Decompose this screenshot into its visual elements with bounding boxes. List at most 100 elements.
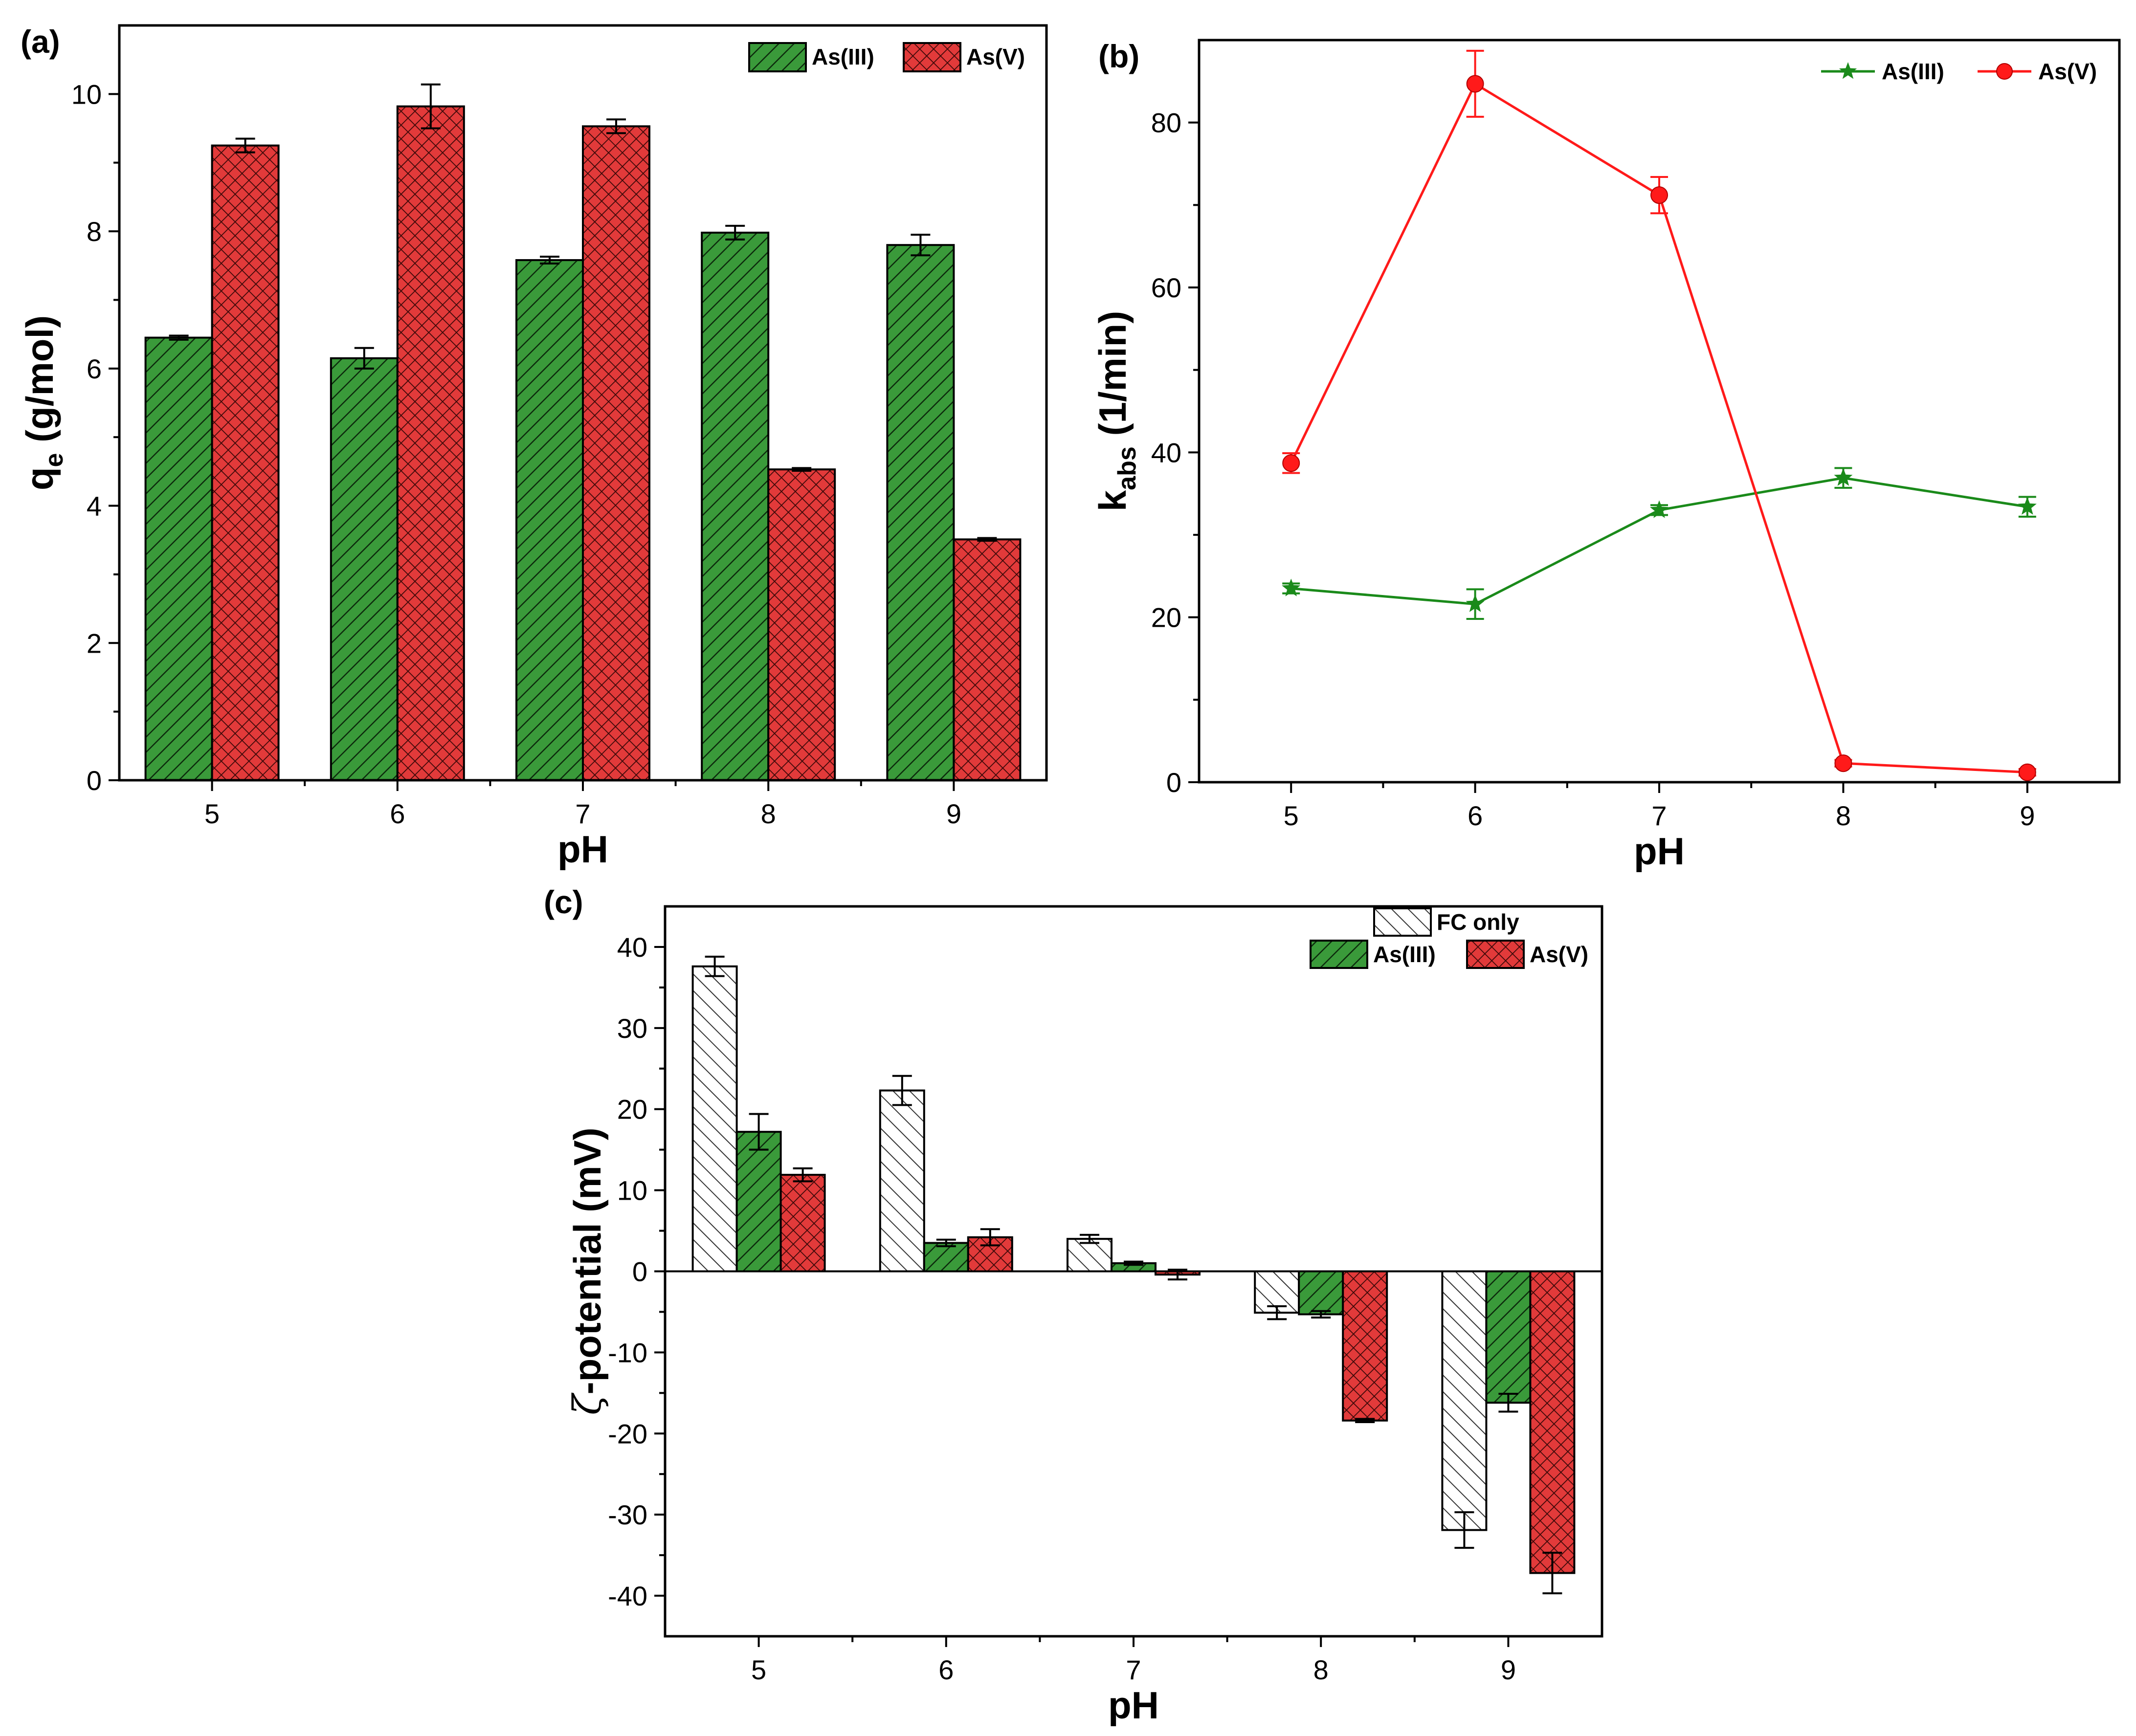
y-tick-label: 60 [1151, 272, 1181, 303]
error-bar [980, 1228, 1000, 1247]
y-tick-label: -30 [608, 1499, 647, 1530]
legend-label: As(V) [1530, 942, 1588, 967]
error-bar [540, 256, 559, 265]
error-bar [1355, 1418, 1375, 1424]
chart-c: 5 6 7 8 9 -40 -30 -20 -10 0 10 20 30 40 pH (c) ζ-potenti… [544, 884, 1603, 1727]
y-tick-label: 30 [617, 1013, 647, 1044]
error-bar [1267, 1305, 1287, 1320]
bar-asiii-ph5 [144, 336, 213, 781]
legend-swatch-fconly [1373, 907, 1432, 937]
x-axis-title: pH [1108, 1684, 1159, 1727]
error-bar [169, 334, 189, 341]
legend-swatch-asv [903, 42, 961, 72]
x-tick-label: 6 [390, 798, 405, 829]
bar-asiii-ph6 [923, 1242, 969, 1273]
point-asv-ph6 [1466, 75, 1484, 93]
x-tick-label: 6 [1468, 800, 1483, 831]
legend-swatch-asiii [1310, 940, 1368, 969]
x-tick-label: 8 [1313, 1654, 1329, 1685]
y-tick-label: 20 [1151, 602, 1181, 633]
bar-fconly-ph5 [691, 965, 738, 1273]
y-tick-label: 2 [87, 628, 102, 659]
bar-asv-ph8 [1342, 1270, 1388, 1422]
error-bar [235, 137, 255, 154]
point-asv-ph8 [1834, 754, 1852, 772]
error-bar [936, 1238, 956, 1248]
bar-asiii-ph5 [735, 1131, 782, 1273]
x-tick-label: 6 [938, 1654, 954, 1685]
bar-asiii-ph8 [701, 231, 770, 781]
legend-label: As(V) [966, 44, 1025, 69]
x-axis-title: pH [1634, 830, 1685, 873]
bar-asiii-ph9 [1485, 1270, 1532, 1404]
bar-fconly-ph9 [1441, 1270, 1488, 1531]
bar-asv-ph5 [211, 144, 280, 781]
y-tick-label: -40 [608, 1581, 647, 1611]
y-tick-label: 10 [71, 79, 102, 110]
bar-asiii-ph8 [1298, 1270, 1344, 1316]
y-tick-label: 8 [87, 216, 102, 247]
y-tick-label: -20 [608, 1418, 647, 1449]
series-line-asiii [1290, 477, 2028, 606]
panel-label: (a) [21, 23, 60, 60]
bar-asv-ph9 [953, 538, 1022, 781]
x-tick-label: 8 [761, 798, 776, 829]
error-bar [1168, 1269, 1187, 1281]
y-axis-title: kabs (1/min) [1091, 311, 1141, 511]
x-tick-label: 8 [1836, 800, 1851, 831]
panel-label: (c) [544, 884, 583, 920]
error-bar [1454, 1511, 1474, 1549]
legend-swatch-asiii [1821, 62, 1875, 79]
legend-swatch-asv [1978, 63, 2031, 80]
error-bar [977, 537, 997, 542]
plot-frame [118, 24, 1048, 782]
bar-asv-ph9 [1529, 1270, 1576, 1574]
x-tick-label: 5 [204, 798, 220, 829]
chart-a: 5 6 7 8 9 0 2 4 6 8 10 pH (a) qe (g/mol) As(III) As(V) [18, 23, 1048, 871]
y-tick-label: 4 [87, 491, 102, 522]
plot-frame [1198, 39, 2121, 784]
legend-label: As(V) [2038, 59, 2097, 84]
point-asv-ph7 [1650, 186, 1668, 204]
point-asiii-ph5 [1282, 578, 1301, 596]
x-tick-label: 7 [1126, 1654, 1141, 1685]
x-tick-label: 9 [1501, 1654, 1516, 1685]
error-bar [606, 118, 626, 134]
y-tick-label: 0 [1166, 767, 1181, 798]
y-tick-label: 0 [87, 765, 102, 796]
y-axis-title: ζ-potential (mV) [566, 1127, 610, 1415]
error-bar [421, 83, 441, 130]
bar-fconly-ph6 [879, 1089, 925, 1273]
error-bar [749, 1113, 769, 1151]
error-bar [705, 955, 725, 977]
bar-asv-ph5 [779, 1174, 826, 1273]
legend-label: FC only [1437, 909, 1519, 935]
bar-asiii-ph6 [330, 357, 399, 781]
error-bar [892, 1075, 912, 1106]
bar-asv-ph7 [582, 125, 650, 781]
point-asv-ph5 [1282, 454, 1300, 472]
error-bar [1124, 1260, 1143, 1266]
error-bar [792, 467, 812, 472]
error-bar [354, 347, 374, 370]
legend-swatch-asiii [748, 42, 807, 72]
point-asiii-ph8 [1834, 468, 1853, 486]
y-tick-label: 40 [617, 932, 647, 963]
x-tick-label: 9 [2020, 800, 2035, 831]
bar-asv-ph8 [767, 468, 836, 781]
x-axis-title: pH [557, 828, 608, 871]
error-bar [1080, 1233, 1099, 1244]
error-bar [1542, 1552, 1562, 1595]
legend-label: As(III) [1373, 942, 1436, 967]
legend-label: As(III) [812, 44, 874, 69]
point-asv-ph9 [2018, 763, 2036, 781]
x-tick-label: 7 [575, 798, 590, 829]
chart-b: 5 6 7 8 9 0 20 40 60 80 kabs (1/min) pH (b) As(III) As… [1091, 38, 2121, 873]
x-tick-label: 5 [751, 1654, 766, 1685]
x-tick-label: 5 [1284, 800, 1299, 831]
error-bar [725, 224, 745, 241]
panel-label: (b) [1098, 38, 1139, 74]
legend-swatch-asv [1466, 940, 1525, 969]
y-tick-label: 10 [617, 1175, 647, 1206]
